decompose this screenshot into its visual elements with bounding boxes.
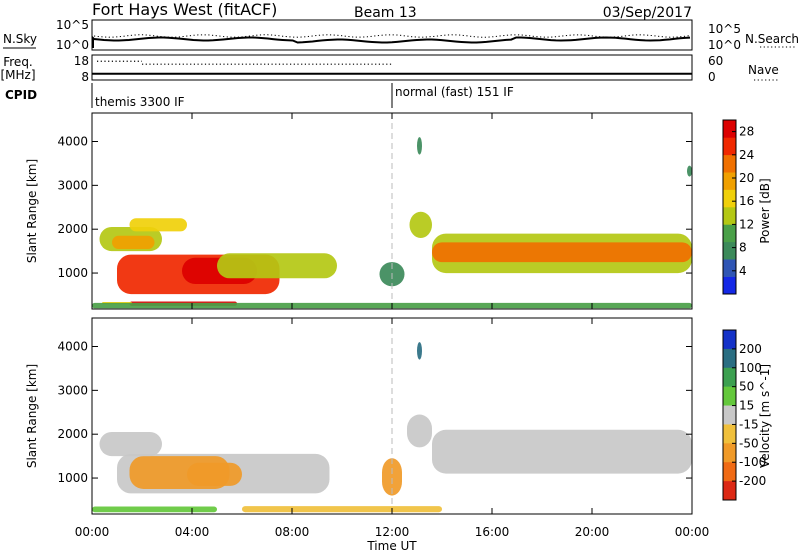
power-colorbar-cell [723,172,736,190]
power-colorbar-label: Power [dB] [758,178,772,243]
power-colorbar-tick-label: 28 [739,125,754,139]
scatter-region [409,211,432,238]
scatter-region [432,429,692,474]
scatter-region [92,506,217,513]
x-tick-label: 00:00 [75,525,110,539]
power-ylabel: Slant Range [km] [25,159,39,263]
power-colorbar-cell [723,137,736,156]
power-panel: 1000 2000 3000 4000 Slant Range [km] 4 8 12 16… [25,112,772,310]
velocity-colorbar-cell [723,405,736,425]
power-colorbar-tick-label: 16 [739,194,754,208]
y-tick-label: 1000 [57,471,88,485]
velocity-ylabel: Slant Range [km] [25,364,39,468]
velocity-colorbar-cell [723,424,736,444]
scatter-region [417,342,422,360]
velocity-colorbar-tick-label: -200 [739,474,766,488]
scatter-region [99,432,162,457]
scatter-region [687,165,692,177]
frequency-panel-frame [91,54,693,81]
power-colorbar-tick-label: 8 [739,241,747,255]
y-tick-label: 3000 [57,383,88,397]
power-colorbar-cell [723,154,736,173]
velocity-colorbar-cell [723,443,736,463]
velocity-colorbar-cell [723,330,736,350]
nave-right-tick-bottom: 0 [708,70,716,84]
scatter-region [432,242,692,263]
cpid-label: CPID [5,88,37,102]
cpid-panel: CPID themis 3300 IF normal (fast) 151 IF [5,83,514,109]
velocity-colorbar-cell [723,367,736,387]
freq-label-line2: [MHz] [0,68,35,82]
x-tick-label: 20:00 [575,525,610,539]
power-colorbar-tick-label: 4 [739,264,747,278]
scatter-region [112,235,155,249]
y-tick-label: 4000 [57,340,88,354]
velocity-colorbar-cell [723,348,736,369]
velocity-colorbar-cell [723,386,736,406]
scatter-region [187,462,242,486]
scatter-region [129,218,187,232]
x-tick-label: 00:00 [675,525,710,539]
velocity-colorbar-tick-label: 200 [739,342,762,356]
noise-left-tick-top: 10^5 [56,18,89,32]
cpid-mode-1: themis 3300 IF [95,95,185,109]
velocity-colorbar-tick-label: 100 [739,361,762,375]
station-title: Fort Hays West (fitACF) [92,0,277,19]
power-colorbar-cell [723,207,736,225]
velocity-colorbar-tick-label: -100 [739,455,766,469]
velocity-colorbar-tick-label: -50 [739,436,759,450]
velocity-colorbar-frame [722,329,737,501]
scatter-region [407,414,432,448]
noise-sky-line [92,35,691,48]
nave-right-label: Nave [748,63,779,77]
freq-left-tick-bottom: 8 [81,70,89,84]
y-tick-label: 3000 [57,178,88,192]
noise-right-tick-top: 10^5 [708,22,741,36]
power-colorbar-tick-label: 24 [739,148,754,162]
velocity-xlabel: Time UT [366,539,417,553]
x-tick-label: 12:00 [375,525,410,539]
noise-right-tick-bottom: 10^0 [708,38,741,52]
power-colorbar-tick-label: 12 [739,217,754,231]
y-tick-label: 2000 [57,222,88,236]
scatter-region [242,506,442,513]
freq-left-tick-top: 18 [74,54,89,68]
y-tick-label: 4000 [57,135,88,149]
power-colorbar-tick-label: 20 [739,171,754,185]
scatter-region [382,458,402,496]
power-colorbar-cell [723,120,736,138]
velocity-panel: 1000 2000 3000 4000 00:00 04:00 08:00 12:00 16:… [25,113,772,553]
power-colorbar-cell [723,241,736,260]
x-tick-label: 16:00 [475,525,510,539]
y-tick-label: 1000 [57,266,88,280]
date-title: 03/Sep/2017 [603,5,692,21]
noise-left-label: N.Sky [3,32,37,46]
noise-left-tick-bottom: 10^0 [56,38,89,52]
power-colorbar-cell [723,189,736,208]
velocity-colorbar-label: Velocity [m s^-1] [758,364,772,468]
noise-right-label: N.Search [745,32,799,46]
scatter-region [417,137,422,155]
scatter-region [217,253,337,279]
velocity-colorbar-tick-label: -15 [739,417,759,431]
frequency-panel: Freq. [MHz] 18 8 60 0 Nave [0,54,778,84]
noise-panel: N.Sky 10^5 10^0 10^5 10^0 N.Search [3,18,799,52]
freq-label-line1: Freq. [3,55,33,69]
y-tick-label: 2000 [57,427,88,441]
beam-title: Beam 13 [354,5,417,21]
power-colorbar-cell [723,276,736,295]
power-colorbar-frame [722,119,737,295]
velocity-colorbar-tick-label: 50 [739,380,754,394]
cpid-mode-2: normal (fast) 151 IF [395,85,514,99]
power-colorbar-cell [723,224,736,243]
velocity-colorbar-tick-label: 15 [739,399,754,413]
velocity-colorbar-cell [723,462,736,482]
noise-panel-frame [91,19,693,51]
x-tick-label: 04:00 [175,525,210,539]
power-colorbar-cell [723,259,736,277]
nave-right-tick-top: 60 [708,54,723,68]
velocity-colorbar-cell [723,481,736,501]
x-tick-label: 08:00 [275,525,310,539]
